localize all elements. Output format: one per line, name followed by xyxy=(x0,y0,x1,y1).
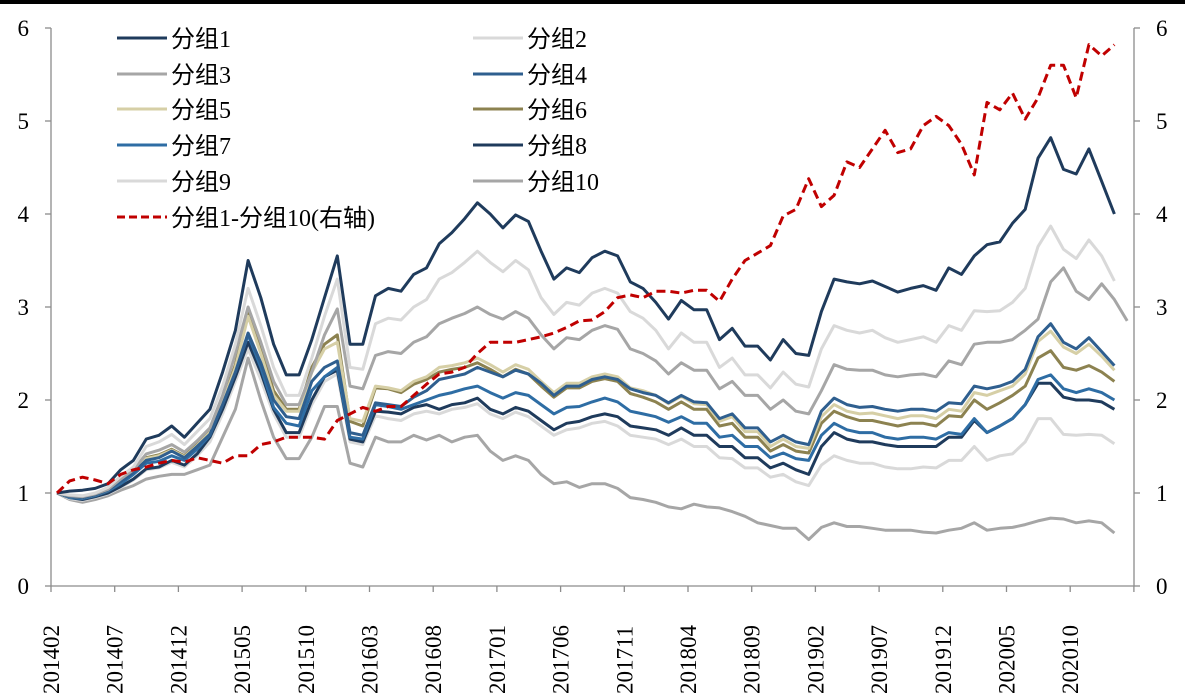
x-tick-label: 201510 xyxy=(294,625,319,694)
series-lines xyxy=(55,43,1129,541)
x-tick-label: 201407 xyxy=(103,625,128,694)
x-tick-label: 201809 xyxy=(740,625,765,694)
legend-item: 分组8 xyxy=(473,133,587,160)
series-line-10 xyxy=(56,356,1116,541)
legend-label: 分组1-分组10(右轴) xyxy=(171,205,375,232)
legend-label: 分组7 xyxy=(171,133,231,160)
series-line-5 xyxy=(56,314,1116,500)
x-tick-label: 201603 xyxy=(358,625,383,694)
series-line-11 xyxy=(55,43,1116,495)
legend: 分组1 分组2 分组3 分组4 分组5 分组6 分组7 分组8 分组9 分组10 分组1-分组10(… xyxy=(117,26,599,232)
right-y-tick-label: 3 xyxy=(1156,295,1168,320)
legend-item: 分组9 xyxy=(117,169,231,196)
x-tick-label: 201804 xyxy=(676,625,701,695)
x-tick-label: 201608 xyxy=(421,625,446,694)
legend-label: 分组2 xyxy=(527,26,587,53)
legend-item: 分组2 xyxy=(473,26,587,53)
x-tick-label: 202010 xyxy=(1058,625,1083,694)
x-tick-label: 202005 xyxy=(995,625,1020,694)
legend-item: 分组1 xyxy=(117,26,231,53)
legend-label: 分组10 xyxy=(527,169,599,196)
right-y-tick-label: 4 xyxy=(1156,202,1168,227)
legend-label: 分组9 xyxy=(171,169,231,196)
series-line-3 xyxy=(56,266,1129,499)
legend-item: 分组10 xyxy=(473,169,599,196)
legend-item: 分组5 xyxy=(117,97,231,124)
legend-item: 分组3 xyxy=(117,62,231,89)
right-y-tick-label: 2 xyxy=(1156,388,1168,413)
left-y-tick-label: 3 xyxy=(18,295,30,320)
x-tick-label: 201907 xyxy=(867,625,892,694)
legend-label: 分组3 xyxy=(171,62,231,89)
left-y-tick-label: 1 xyxy=(18,481,30,506)
x-tick-label: 201412 xyxy=(166,625,191,694)
series-line-8 xyxy=(56,340,1116,501)
x-tick-label: 201402 xyxy=(39,625,64,694)
left-y-tick-label: 0 xyxy=(18,574,30,599)
legend-item: 分组1-分组10(右轴) xyxy=(117,205,375,232)
legend-label: 分组8 xyxy=(527,133,587,160)
left-y-tick-label: 5 xyxy=(18,109,30,134)
left-y-tick-label: 6 xyxy=(18,16,30,41)
series-line-1 xyxy=(56,136,1116,495)
right-y-tick-label: 1 xyxy=(1156,481,1168,506)
axes: 0 1 2 3 4 5 6 0 1 2 3 4 5 6 201402 201407 201412 201505 20… xyxy=(18,16,1169,694)
legend-label: 分组1 xyxy=(171,26,231,53)
legend-label: 分组6 xyxy=(527,97,587,124)
right-y-tick-label: 5 xyxy=(1156,109,1168,134)
series-line-9 xyxy=(56,347,1116,502)
right-y-tick-label: 0 xyxy=(1156,574,1168,599)
left-y-tick-label: 2 xyxy=(18,388,30,413)
left-y-tick-label: 4 xyxy=(18,202,30,227)
legend-label: 分组4 xyxy=(527,62,587,89)
series-line-4 xyxy=(56,322,1116,500)
series-line-2 xyxy=(56,224,1116,498)
x-tick-label: 201706 xyxy=(549,625,574,694)
legend-label: 分组5 xyxy=(171,97,231,124)
right-y-tick-label: 6 xyxy=(1156,16,1168,41)
x-tick-label: 201701 xyxy=(485,625,510,694)
legend-item: 分组6 xyxy=(473,97,587,124)
x-tick-label: 201912 xyxy=(931,625,956,694)
x-tick-label: 201711 xyxy=(612,626,637,694)
legend-item: 分组4 xyxy=(473,62,587,89)
legend-item: 分组7 xyxy=(117,133,231,160)
x-tick-label: 201902 xyxy=(803,625,828,694)
x-tick-label: 201505 xyxy=(230,625,255,694)
top-border xyxy=(0,0,1185,4)
